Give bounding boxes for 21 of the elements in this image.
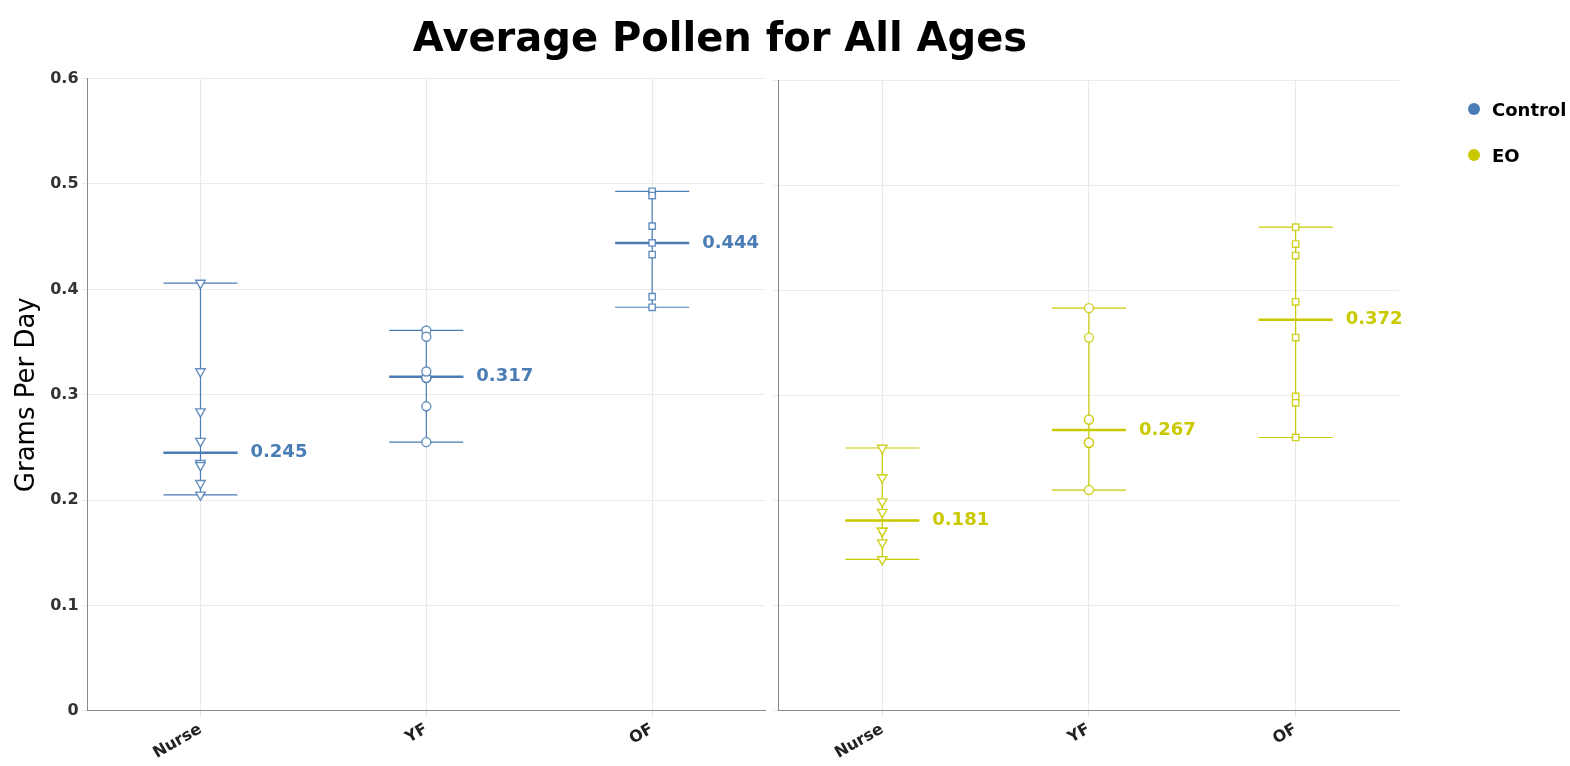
x-tick-label: YF	[1063, 718, 1094, 747]
annotation: 0.267	[1138, 417, 1196, 439]
annotation: 0.372	[1345, 307, 1403, 329]
y-tick-label: 0.5	[50, 173, 79, 193]
chart-title: Average Pollen for All Ages	[411, 13, 1029, 62]
y-axis-title: Grams Per Day	[10, 297, 41, 493]
y-tick-label: 0.4	[50, 278, 79, 298]
y-tick-label: 0.2	[50, 489, 79, 509]
x-tick-label: OF	[625, 718, 657, 748]
x-tick-label: YF	[400, 718, 431, 747]
annotation: 0.317	[476, 364, 534, 386]
y-tick-label: 0	[67, 700, 79, 720]
x-tick-label: OF	[1269, 718, 1300, 748]
annotation: 0.181	[932, 508, 990, 530]
legend-label: EO	[1492, 144, 1520, 166]
y-tick-label: 0.6	[50, 67, 79, 87]
annotation: 0.245	[250, 440, 308, 462]
annotation: 0.444	[702, 230, 760, 252]
legend-label: Control	[1492, 98, 1567, 120]
y-tick-label: 0.3	[50, 383, 79, 403]
y-tick-label: 0.1	[50, 594, 79, 614]
